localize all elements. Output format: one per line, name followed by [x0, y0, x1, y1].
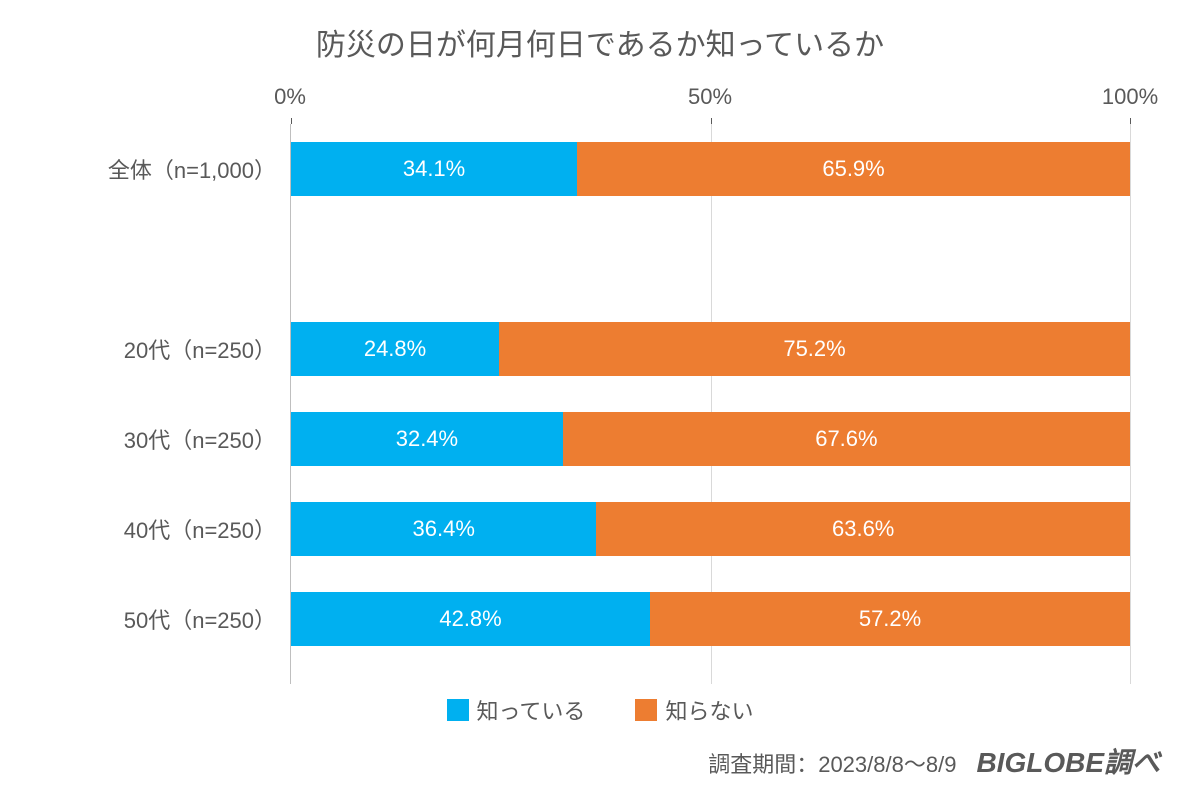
legend-item-know: 知っている	[447, 694, 586, 726]
x-tick-label: 100%	[1102, 84, 1158, 110]
bar-segment: 36.4%	[291, 502, 596, 556]
chart-area: 0% 50% 100% 全体（n=1,000）34.1%65.9%20代（n=2…	[290, 84, 1130, 684]
stacked-bar: 32.4%67.6%	[291, 412, 1130, 466]
row-label: 50代（n=250）	[124, 603, 276, 635]
bar-row: 30代（n=250）32.4%67.6%	[291, 394, 1130, 484]
bar-segment: 75.2%	[499, 322, 1130, 376]
bar-row: 40代（n=250）36.4%63.6%	[291, 484, 1130, 574]
legend-label: 知らない	[665, 694, 753, 726]
legend-label: 知っている	[477, 694, 586, 726]
stacked-bar: 24.8%75.2%	[291, 322, 1130, 376]
chart-container: 防災の日が何月何日であるか知っているか 0% 50% 100% 全体（n=1,0…	[0, 0, 1200, 801]
row-label: 30代（n=250）	[124, 423, 276, 455]
bar-row: 50代（n=250）42.8%57.2%	[291, 574, 1130, 664]
bar-segment: 65.9%	[577, 142, 1130, 196]
bar-segment: 34.1%	[291, 142, 577, 196]
bar-segment: 32.4%	[291, 412, 563, 466]
bar-segment: 67.6%	[563, 412, 1130, 466]
attribution: BIGLOBE調べ	[976, 741, 1160, 781]
x-tick-label: 50%	[688, 84, 732, 110]
stacked-bar: 36.4%63.6%	[291, 502, 1130, 556]
bar-rows: 全体（n=1,000）34.1%65.9% 20代（n=250）24.8%75.2…	[291, 124, 1130, 664]
footer: 調査期間：2023/8/8～8/9 BIGLOBE調べ	[708, 741, 1160, 781]
bar-segment: 57.2%	[650, 592, 1130, 646]
spacer-row	[291, 214, 1130, 304]
bar-row: 20代（n=250）24.8%75.2%	[291, 304, 1130, 394]
legend-swatch	[447, 699, 469, 721]
bar-segment: 42.8%	[291, 592, 650, 646]
row-label: 20代（n=250）	[124, 333, 276, 365]
chart-title: 防災の日が何月何日であるか知っているか	[40, 20, 1160, 64]
legend-swatch	[635, 699, 657, 721]
x-tick-label: 0%	[274, 84, 306, 110]
row-label: 全体（n=1,000）	[108, 153, 276, 185]
row-label: 40代（n=250）	[124, 513, 276, 545]
survey-period: 調査期間：2023/8/8～8/9	[708, 747, 956, 779]
legend: 知っている 知らない	[40, 694, 1160, 726]
gridline	[1130, 124, 1131, 684]
stacked-bar: 34.1%65.9%	[291, 142, 1130, 196]
legend-item-dontknow: 知らない	[635, 694, 753, 726]
bar-row: 全体（n=1,000）34.1%65.9%	[291, 124, 1130, 214]
bar-segment: 24.8%	[291, 322, 499, 376]
stacked-bar: 42.8%57.2%	[291, 592, 1130, 646]
bar-segment: 63.6%	[596, 502, 1130, 556]
plot-area: 全体（n=1,000）34.1%65.9% 20代（n=250）24.8%75.2…	[290, 124, 1130, 684]
